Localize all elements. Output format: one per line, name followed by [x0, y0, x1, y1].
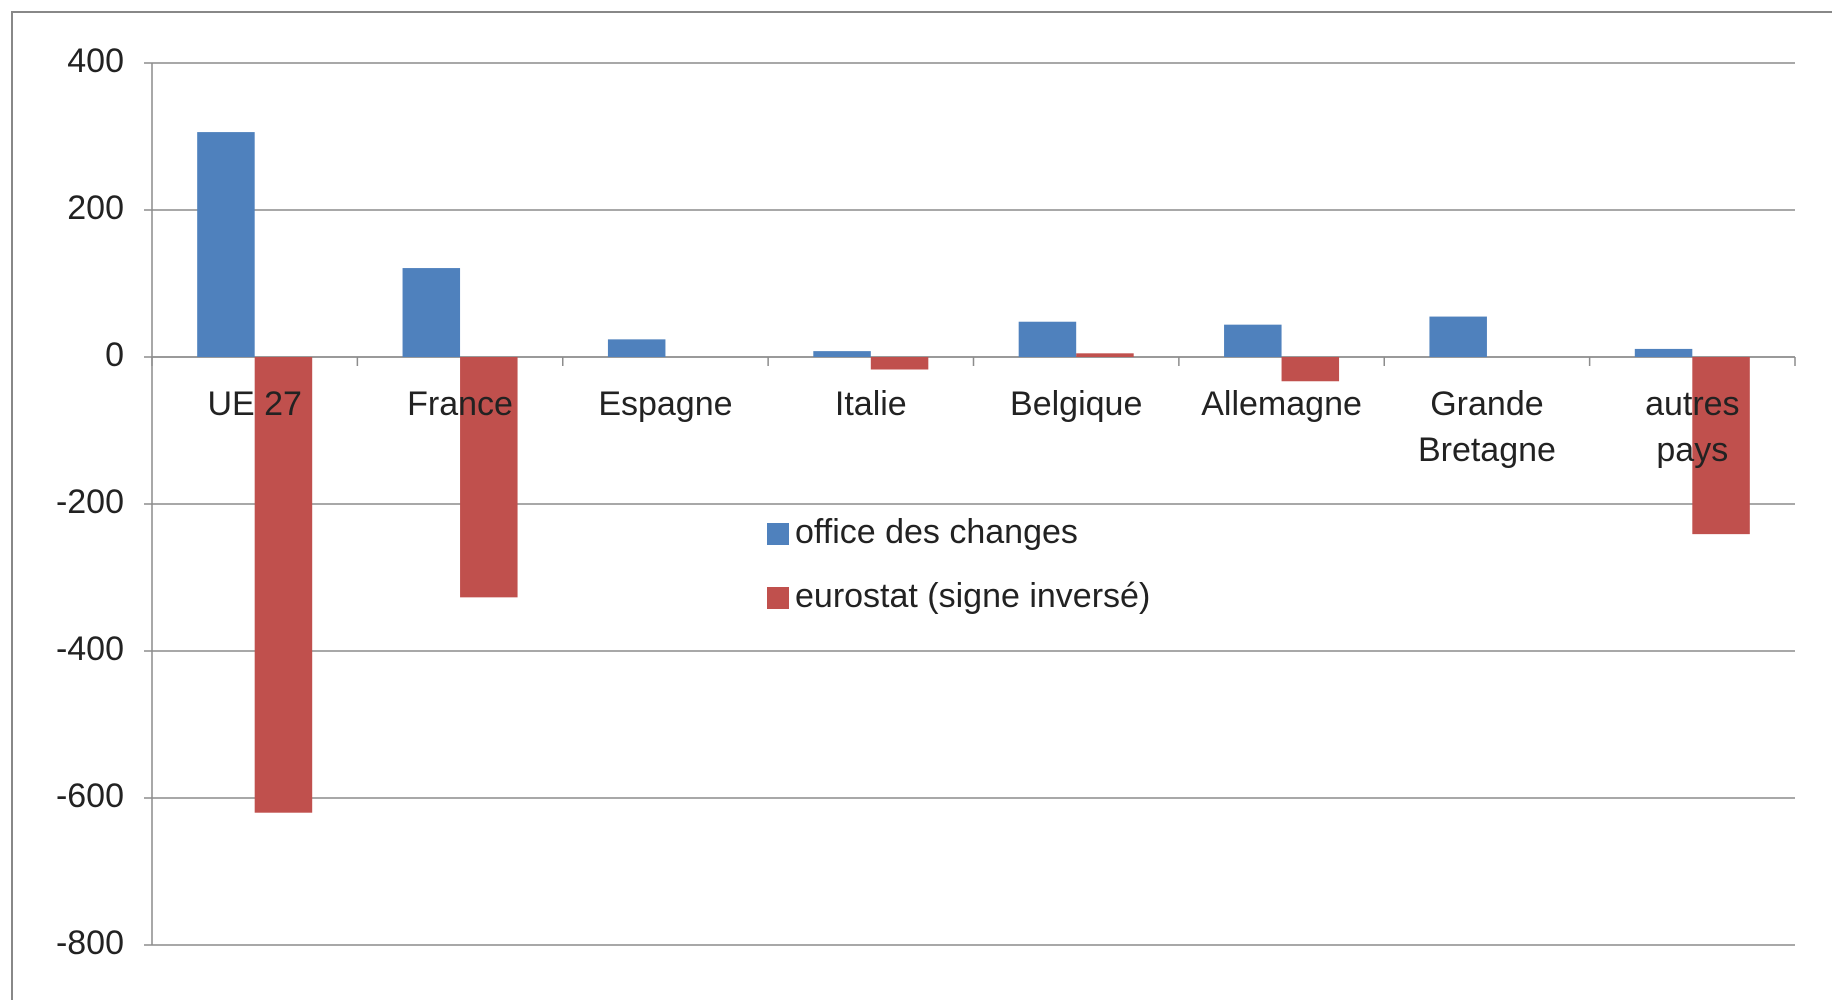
bar: [1692, 357, 1750, 535]
bar: [254, 357, 313, 813]
y-tick-label: -400: [56, 630, 124, 668]
legend-label: office des changes: [795, 513, 1078, 551]
y-tick-label: 200: [67, 189, 124, 227]
y-tick-label: -800: [56, 924, 124, 962]
x-tick-label: Allemagne: [1201, 385, 1362, 423]
bar: [460, 357, 518, 598]
y-tick-label: 0: [105, 336, 124, 374]
bar: [1429, 316, 1487, 357]
x-tick-label: Grande Bretagne: [1418, 385, 1556, 469]
x-tick-label: UE 27: [207, 385, 302, 423]
bar: [402, 268, 461, 357]
bar: [607, 339, 666, 357]
y-tick-label: 400: [67, 42, 124, 80]
bar: [1018, 321, 1077, 357]
chart-border: [11, 11, 1832, 1000]
bar: [1281, 357, 1340, 382]
x-tick-label: autres pays: [1645, 385, 1740, 469]
x-tick-label: Espagne: [598, 385, 732, 423]
legend-label: eurostat (signe inversé): [795, 577, 1150, 615]
bar: [870, 357, 929, 370]
bar: [1076, 353, 1134, 357]
x-tick-label: Italie: [835, 385, 907, 423]
legend-swatch: [767, 587, 789, 609]
bar: [1634, 348, 1693, 357]
bar: [813, 351, 871, 357]
x-tick-label: Belgique: [1010, 385, 1142, 423]
y-tick-label: -600: [56, 777, 124, 815]
bar: [1224, 324, 1282, 357]
y-tick-label: -200: [56, 483, 124, 521]
legend-swatch: [767, 523, 789, 545]
bar: [197, 132, 255, 357]
x-tick-label: France: [407, 385, 513, 423]
